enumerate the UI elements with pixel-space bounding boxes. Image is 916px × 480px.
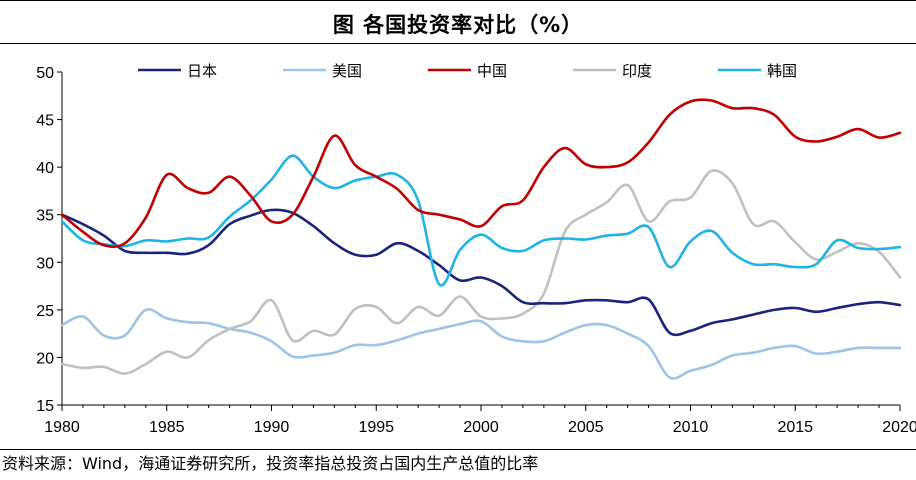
series-line-usa bbox=[60, 308, 902, 380]
x-tick-label: 2015 bbox=[777, 419, 813, 436]
title-bar: 图 各国投资率对比（%） bbox=[0, 0, 916, 44]
legend-label-japan: 日本 bbox=[187, 62, 217, 80]
series-line-korea bbox=[60, 154, 902, 287]
series-lines bbox=[60, 98, 902, 380]
x-tick-label: 1995 bbox=[358, 419, 394, 436]
x-tick-label: 1990 bbox=[254, 419, 290, 436]
legend-label-india: 印度 bbox=[622, 62, 652, 80]
x-tick-label: 1985 bbox=[149, 419, 185, 436]
y-tick-label: 30 bbox=[36, 255, 54, 272]
x-tick-label: 2020 bbox=[882, 419, 916, 436]
y-tick-label: 25 bbox=[36, 303, 54, 320]
y-axis-ticks: 15 20 25 30 35 40 45 50 bbox=[36, 65, 62, 415]
chart-title: 图 各国投资率对比（%） bbox=[332, 13, 584, 37]
line-chart: 15 20 25 30 35 40 45 50 1980 1985 1990 1995 2000 200… bbox=[36, 62, 916, 436]
y-tick-label: 45 bbox=[36, 113, 54, 130]
legend-label-korea: 韩国 bbox=[767, 62, 797, 80]
y-tick-label: 40 bbox=[36, 160, 54, 177]
x-axis-ticks: 1980 1985 1990 1995 2000 2005 2010 2015 2020 bbox=[44, 405, 916, 436]
x-tick-label: 2000 bbox=[463, 419, 499, 436]
x-tick-label: 1980 bbox=[44, 419, 80, 436]
y-tick-label: 35 bbox=[36, 208, 54, 225]
source-note: 资料来源：Wind，海通证券研究所，投资率指总投资占国内生产总值的比率 bbox=[0, 449, 916, 480]
x-tick-label: 2005 bbox=[568, 419, 604, 436]
x-tick-label: 2010 bbox=[673, 419, 709, 436]
y-tick-label: 15 bbox=[36, 398, 54, 415]
legend: 日本 美国 中国 印度 韩国 bbox=[138, 62, 797, 80]
y-tick-label: 20 bbox=[36, 350, 54, 367]
series-line-china bbox=[60, 98, 902, 248]
series-line-japan bbox=[60, 208, 902, 337]
y-tick-label: 50 bbox=[36, 65, 54, 82]
legend-label-usa: 美国 bbox=[332, 62, 362, 80]
legend-label-china: 中国 bbox=[477, 62, 507, 80]
series-line-india bbox=[60, 169, 902, 375]
